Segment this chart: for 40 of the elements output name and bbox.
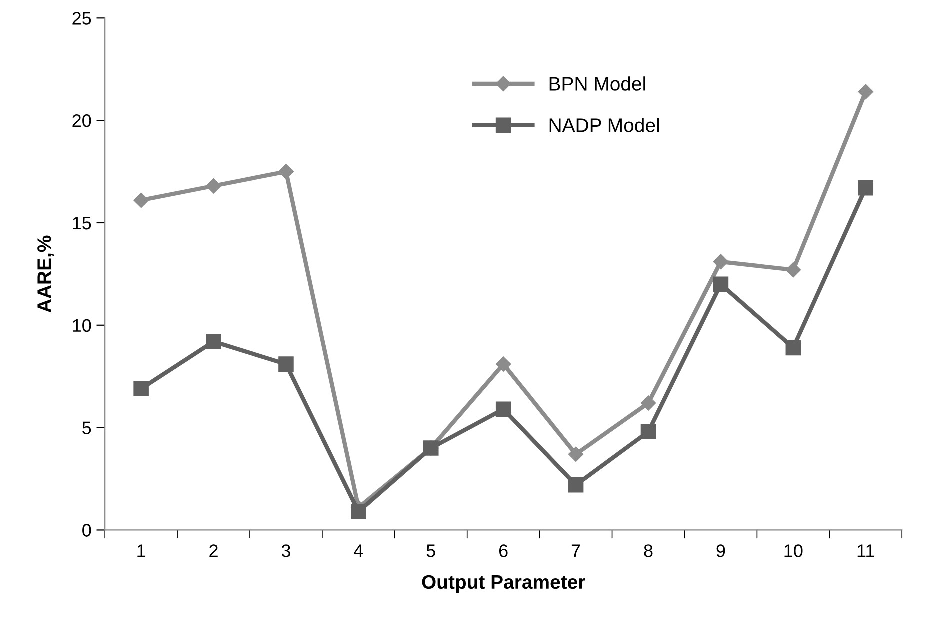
x-tick-label: 4	[354, 544, 364, 558]
y-tick-label: 25	[72, 12, 92, 25]
point	[786, 262, 801, 278]
y-tick-label: 20	[72, 114, 92, 128]
point	[568, 446, 584, 462]
x-tick-label: 8	[644, 544, 653, 558]
point	[134, 192, 149, 208]
point	[640, 396, 656, 411]
x-tick-label: 11	[858, 544, 874, 558]
point	[858, 84, 874, 100]
legend-label: NADP Model	[550, 118, 660, 132]
y-tick-label: 5	[82, 422, 92, 435]
point	[278, 164, 294, 180]
x-axis-title: Output Parameter	[422, 575, 586, 593]
point	[713, 254, 729, 270]
point	[496, 356, 512, 372]
x-tick-label: 7	[572, 544, 580, 558]
x-tick-label: 10	[784, 544, 803, 558]
point	[496, 402, 512, 418]
x-tick-label: 9	[716, 544, 726, 558]
point	[206, 178, 222, 194]
x-tick-label: 2	[210, 544, 218, 558]
point	[786, 340, 802, 356]
point	[278, 356, 294, 372]
point	[568, 478, 584, 493]
point	[640, 424, 656, 440]
y-tick-label: 10	[73, 319, 92, 332]
x-tick-label: 5	[426, 544, 436, 558]
x-tick-label: 1	[138, 544, 146, 558]
x-tick-label: 3	[282, 544, 290, 558]
point	[713, 276, 729, 292]
y-axis-title: AARE,%	[38, 236, 54, 313]
x-tick-label: 6	[499, 544, 508, 558]
legend-label: BPN Model	[550, 76, 646, 91]
y-tick-label: 15	[73, 217, 92, 230]
point	[206, 334, 222, 350]
point	[134, 381, 149, 397]
point	[351, 504, 366, 520]
y-tick-label: 0	[82, 524, 92, 537]
point	[858, 180, 874, 196]
